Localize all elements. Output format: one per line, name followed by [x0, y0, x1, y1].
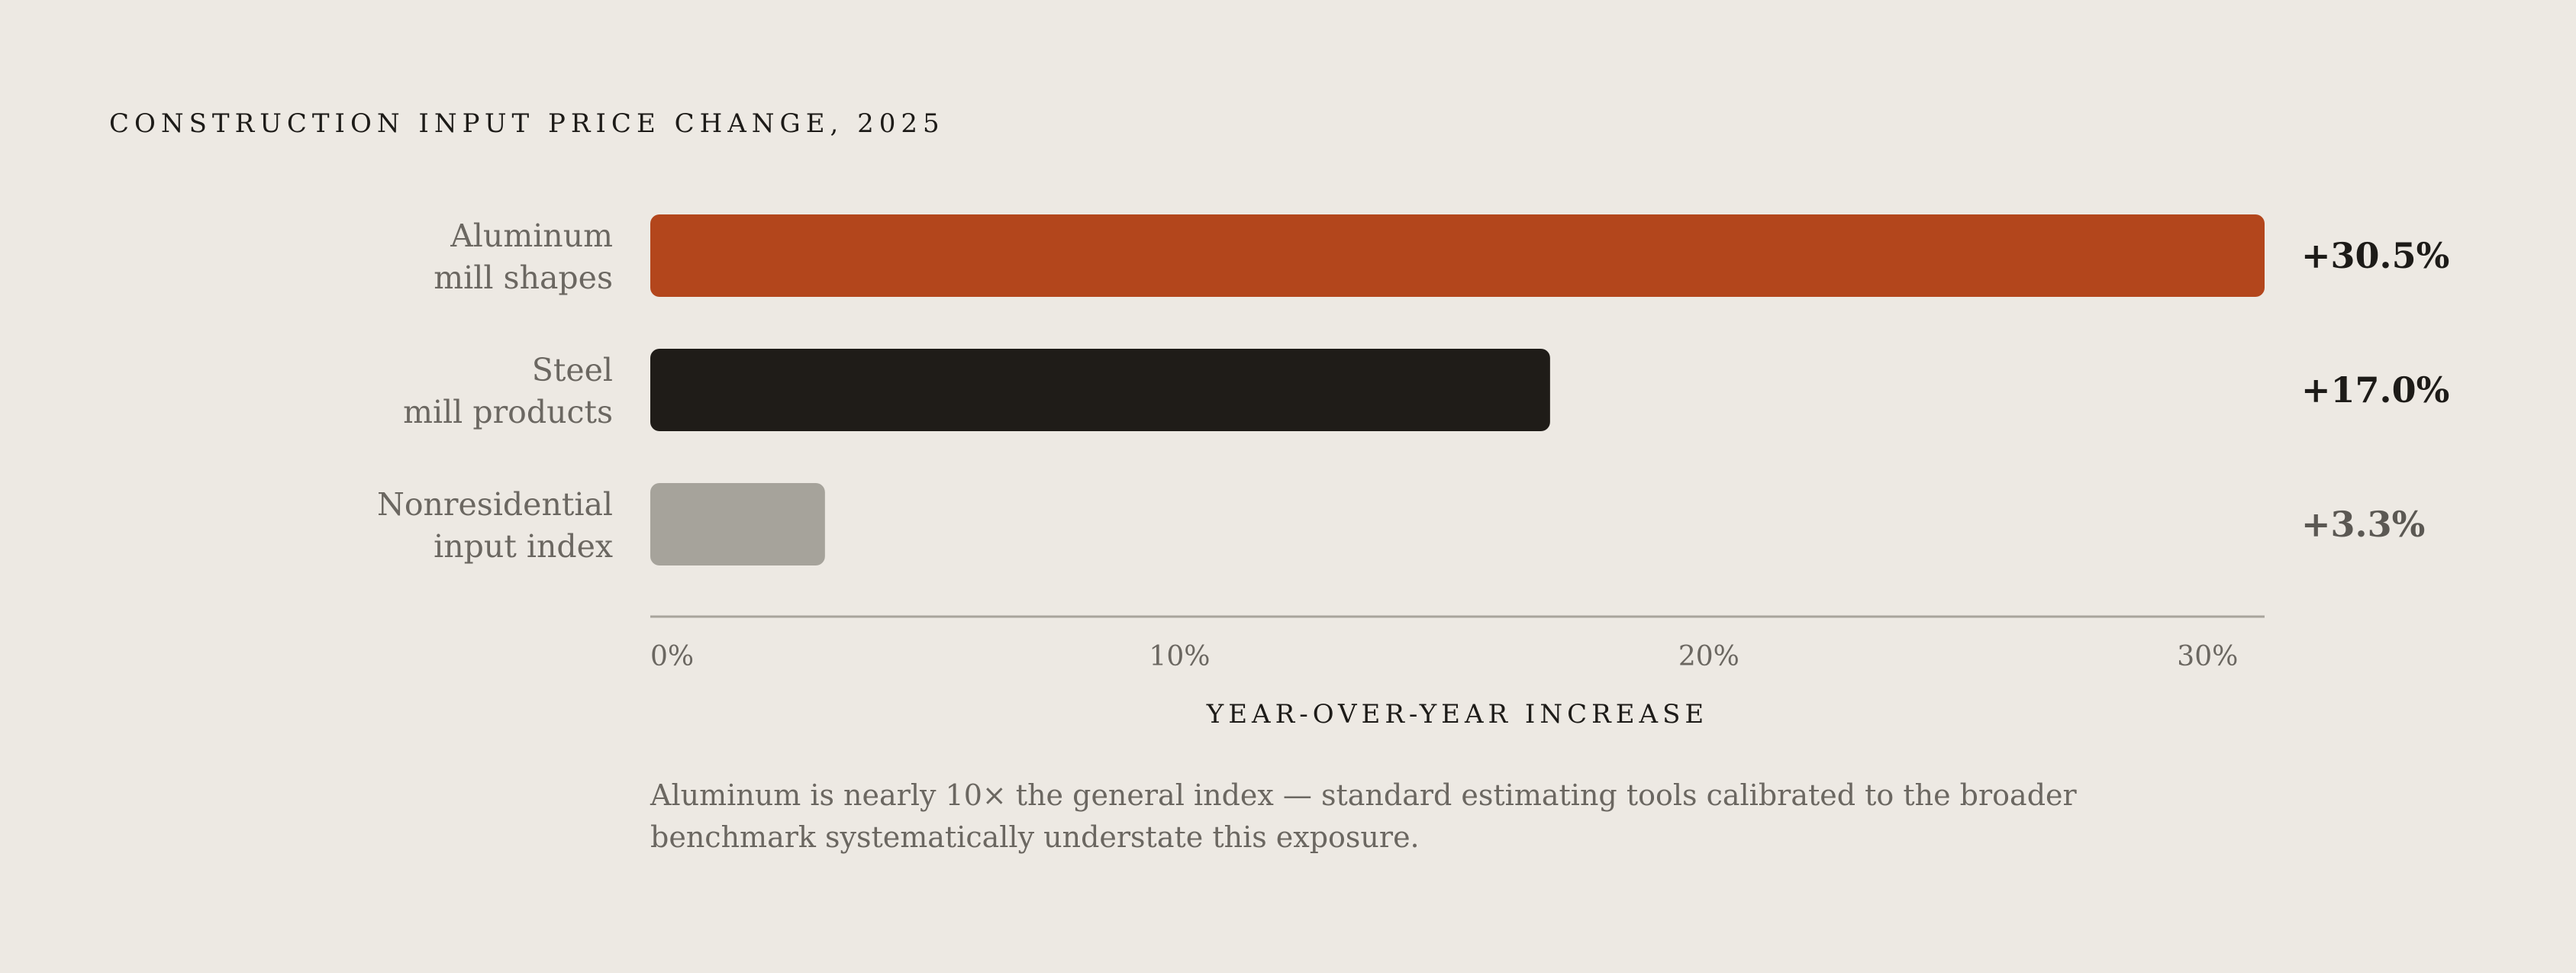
bar: [650, 483, 825, 565]
bar-chart: Aluminum mill shapes +30.5% Steel mill produ…: [377, 214, 2449, 730]
x-tick-label: 30%: [2177, 641, 2238, 672]
bar: [650, 349, 1550, 431]
chart-title: CONSTRUCTION INPUT PRICE CHANGE, 2025: [109, 108, 945, 139]
x-axis-title: YEAR-OVER-YEAR INCREASE: [1206, 699, 1708, 730]
chart-footnote: Aluminum is nearly 10× the general index…: [650, 778, 2077, 854]
category-label: Aluminum mill shapes: [434, 217, 613, 296]
x-tick-label: 20%: [1678, 641, 1739, 672]
x-tick-label: 10%: [1149, 641, 1210, 672]
value-label: +3.3%: [2301, 504, 2425, 545]
value-label: +30.5%: [2301, 235, 2449, 276]
bar: [650, 214, 2265, 297]
value-label: +17.0%: [2301, 369, 2449, 411]
x-tick-label: 0%: [650, 641, 694, 672]
category-label: Nonresidential input index: [377, 486, 613, 565]
category-label: Steel mill products: [403, 352, 613, 430]
